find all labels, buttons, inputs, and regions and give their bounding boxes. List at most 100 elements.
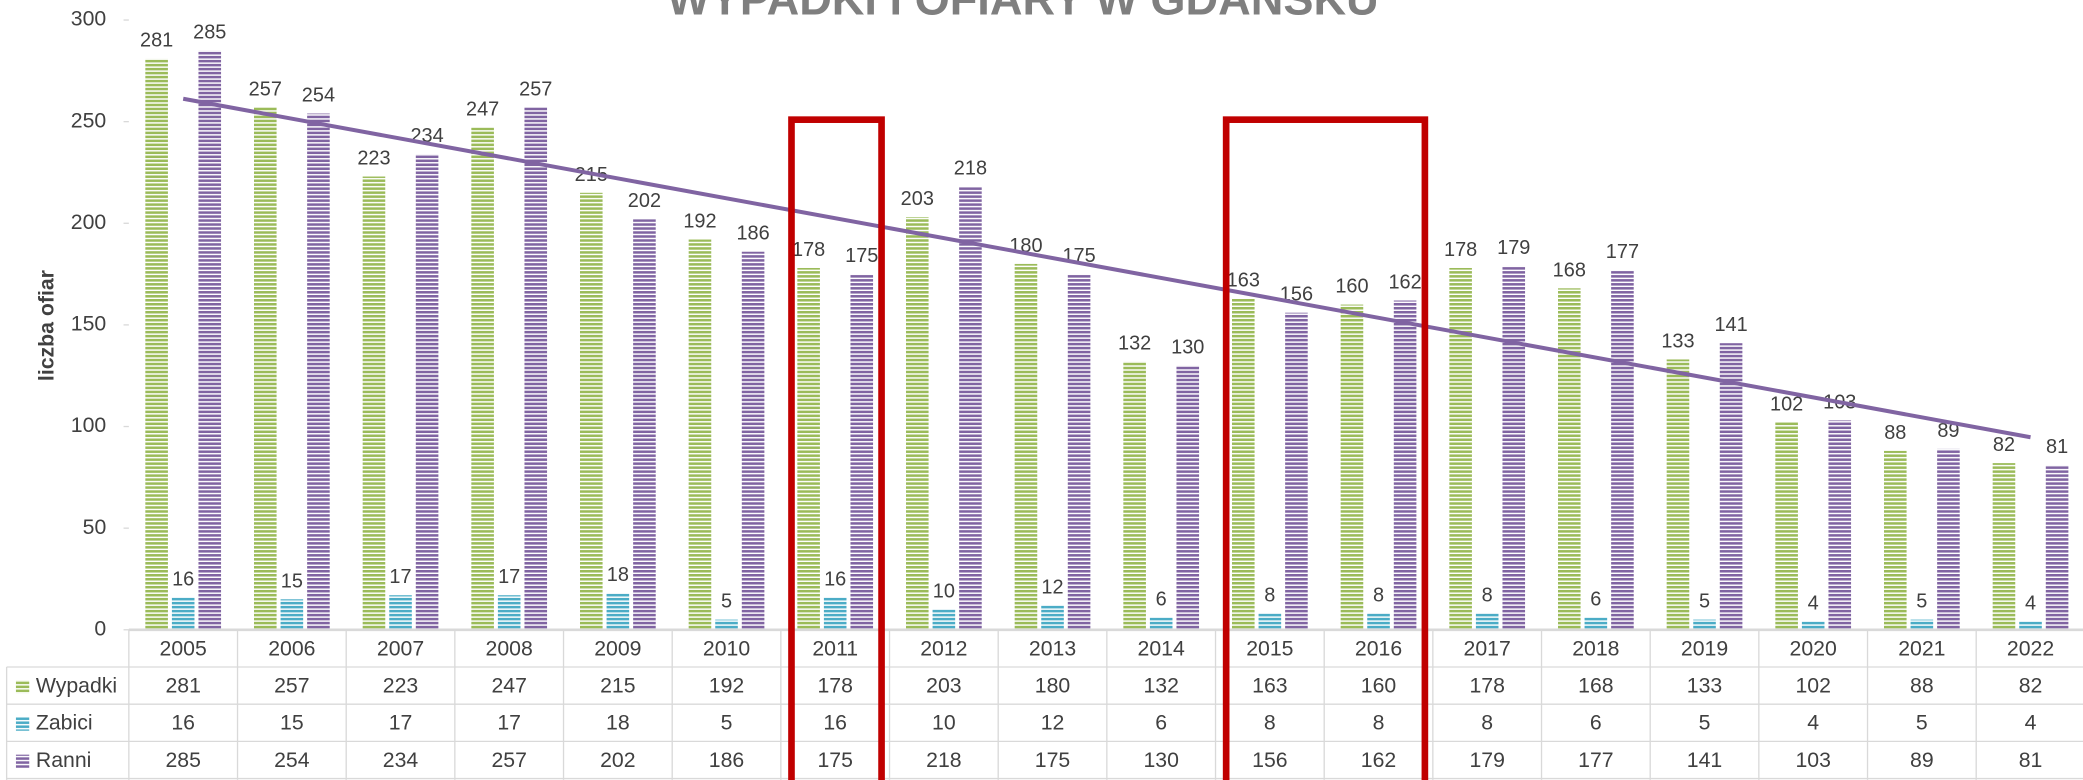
table-cell: 186	[709, 748, 744, 772]
x-tick-label: 2014	[1138, 636, 1185, 660]
y-tick-label: 250	[71, 108, 106, 132]
data-label: 163	[1227, 269, 1260, 291]
bar	[1258, 613, 1282, 630]
bar	[253, 107, 277, 630]
data-label: 162	[1388, 272, 1421, 294]
table-cell: 10	[932, 711, 956, 735]
bar	[307, 113, 330, 630]
data-label: 141	[1714, 314, 1747, 336]
bar	[1883, 450, 1907, 630]
table-cell: 4	[1807, 711, 1819, 735]
table-cell: 257	[274, 674, 309, 698]
x-tick-label: 2018	[1572, 636, 1619, 660]
bar	[524, 107, 548, 630]
data-label: 160	[1335, 276, 1368, 298]
data-label: 16	[172, 568, 194, 590]
data-label: 281	[140, 30, 173, 52]
table-cell: 156	[1252, 748, 1287, 772]
x-tick-label: 2020	[1790, 636, 1837, 660]
bar	[1584, 617, 1608, 630]
table-cell: 6	[1590, 711, 1602, 735]
data-label: 202	[628, 190, 661, 212]
data-label: 186	[736, 223, 769, 245]
bar	[959, 186, 982, 630]
data-label: 6	[1590, 589, 1601, 611]
bar	[497, 595, 521, 630]
table-cell: 192	[709, 674, 744, 698]
table-cell: 17	[389, 711, 413, 735]
data-label: 8	[1264, 585, 1275, 607]
x-tick-label: 2012	[920, 636, 967, 660]
table-cell: 4	[2025, 711, 2037, 735]
data-label: 133	[1661, 330, 1694, 352]
table-cell: 8	[1373, 711, 1385, 735]
data-label: 257	[249, 78, 282, 100]
table-cell: 5	[1699, 711, 1711, 735]
legend-label: Zabici	[36, 711, 93, 735]
data-label: 4	[1808, 593, 1819, 615]
table-cell: 203	[926, 674, 961, 698]
table-cell: 16	[171, 711, 195, 735]
table-cell: 132	[1143, 674, 1178, 698]
table-cell: 175	[817, 748, 852, 772]
data-label: 223	[357, 148, 390, 170]
table-cell: 178	[1469, 674, 1504, 698]
bar	[1367, 613, 1390, 630]
table-cell: 5	[721, 711, 733, 735]
table-cell: 81	[2019, 748, 2043, 772]
table-cell: 179	[1469, 748, 1504, 772]
data-label: 177	[1606, 241, 1639, 263]
bar	[823, 597, 847, 630]
bar	[1719, 343, 1743, 630]
data-label: 15	[281, 570, 303, 592]
bar	[1801, 621, 1825, 630]
bar	[633, 219, 656, 630]
bar	[1557, 288, 1581, 630]
data-label: 178	[792, 239, 825, 261]
data-label: 257	[519, 78, 552, 100]
bar	[1285, 312, 1308, 630]
bar	[606, 593, 630, 630]
bar	[1014, 263, 1038, 630]
data-label: 102	[1770, 393, 1803, 415]
bar	[688, 239, 712, 630]
bar	[850, 274, 874, 630]
bar	[1666, 359, 1690, 630]
highlight-box	[788, 116, 885, 780]
bar	[579, 192, 603, 630]
data-label: 4	[2025, 593, 2036, 615]
data-label: 12	[1041, 576, 1063, 598]
data-label: 179	[1497, 237, 1530, 259]
bar	[1149, 617, 1173, 630]
bar	[2045, 465, 2069, 630]
data-label: 5	[1916, 591, 1927, 613]
table-cell: 6	[1155, 711, 1167, 735]
x-tick-label: 2006	[268, 636, 315, 660]
table-cell: 5	[1916, 711, 1928, 735]
x-tick-label: 2019	[1681, 636, 1728, 660]
data-label: 89	[1937, 420, 1959, 442]
bar	[471, 127, 494, 630]
data-label: 6	[1156, 589, 1167, 611]
bar	[1937, 448, 1960, 630]
data-label: 192	[683, 211, 716, 233]
table-cell: 254	[274, 748, 310, 772]
table-cell: 163	[1252, 674, 1287, 698]
data-label: 88	[1884, 422, 1906, 444]
table-cell: 141	[1687, 748, 1722, 772]
table-cell: 133	[1687, 674, 1722, 698]
data-label: 285	[193, 22, 226, 44]
data-label: 130	[1171, 337, 1204, 359]
x-tick-label: 2015	[1246, 636, 1293, 660]
legend-label: Wypadki	[36, 674, 117, 698]
data-label: 175	[845, 245, 878, 267]
x-tick-label: 2010	[703, 636, 750, 660]
x-tick-label: 2007	[377, 636, 424, 660]
x-tick-label: 2022	[2007, 636, 2054, 660]
table-cell: 178	[817, 674, 852, 698]
data-label: 81	[2046, 436, 2068, 458]
table-cell: 103	[1795, 748, 1830, 772]
bar	[1502, 265, 1526, 630]
table-cell: 102	[1795, 674, 1830, 698]
